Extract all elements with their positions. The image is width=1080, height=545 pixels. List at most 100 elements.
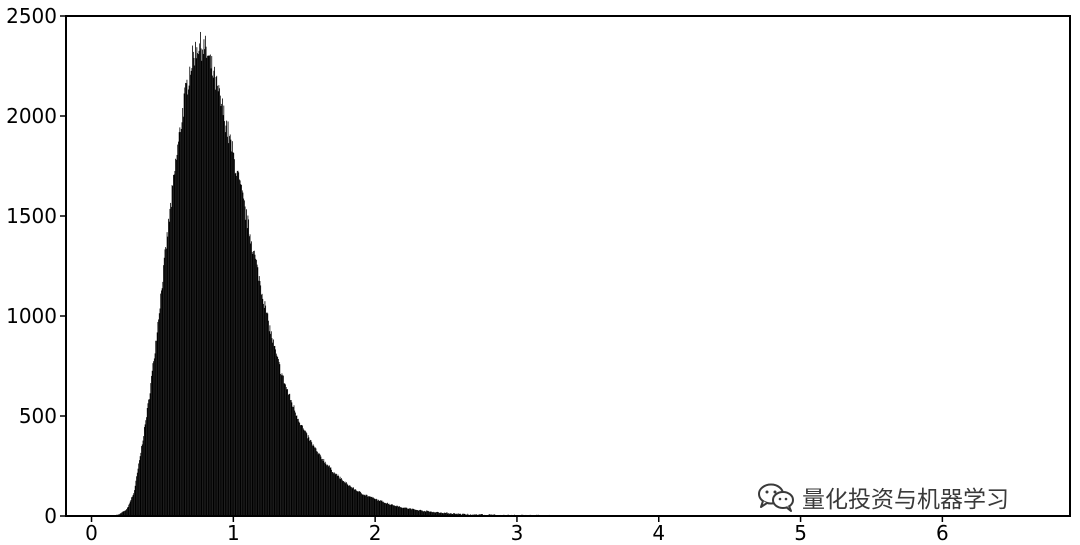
histogram-bar [330,467,332,516]
histogram-bar [302,425,303,516]
histogram-bar [173,174,175,517]
histogram-bar [149,393,151,516]
histogram-bar [182,116,184,516]
histogram-bar [409,508,410,516]
histogram-bar [132,494,134,516]
histogram-bar [146,417,147,516]
histogram-bar [438,512,440,516]
histogram-bar [277,357,279,516]
histogram-bar [429,511,431,516]
histogram-bar [317,451,318,516]
wechat-icon [758,483,794,512]
histogram-bar [212,75,213,516]
x-tick-label: 0 [85,521,98,545]
histogram-bar [385,502,386,516]
histogram-bar [430,511,432,516]
histogram-bar [381,500,383,516]
histogram-bar [321,459,323,516]
histogram-bar [173,175,174,516]
watermark: 量化投资与机器学习 [756,481,1009,513]
histogram-bar [239,179,240,516]
histogram-bar [375,498,377,516]
histogram-bar [349,485,351,516]
histogram-bar [124,510,126,516]
histogram-bar [266,312,268,516]
histogram-bar [446,512,448,516]
histogram-bar [334,472,335,516]
histogram-bar [153,358,155,516]
histogram-bar [314,447,315,516]
histogram-bar [228,143,230,516]
histogram-bar [224,132,226,516]
histogram-bar [226,136,228,517]
histogram-bar [303,429,305,516]
histogram-bar [190,74,191,516]
histogram-bar [264,301,266,516]
histogram-bar [175,159,177,516]
y-tick-label: 500 [19,404,57,428]
histogram-bar [380,500,381,516]
histogram-bar [127,506,129,516]
histogram-bar [295,412,296,516]
histogram-bar [404,507,406,516]
histogram-bar [396,505,398,516]
histogram-bar [201,60,203,517]
histogram-bar [350,486,352,516]
histogram-bar [360,492,362,516]
histogram-bar [275,349,276,516]
histogram-bar [242,192,244,516]
histogram-bar [331,469,332,516]
histogram-bar [307,435,309,516]
y-axis: 0 500 1000 1500 2000 2500 [6,4,66,528]
histogram-bar [354,489,356,516]
histogram-bar [253,251,254,517]
histogram-bar [288,394,290,516]
histogram-bar [227,121,229,516]
histogram-bar [258,276,260,516]
histogram-bar [342,481,344,516]
histogram-bar [398,506,400,516]
histogram-bar [375,499,376,516]
histogram-bar [267,313,269,516]
histogram-bar [182,108,184,517]
histogram-bar [456,513,458,516]
histogram-bar [369,496,371,516]
histogram-bar [238,172,240,517]
histogram-bar [379,500,381,516]
histogram-bar [191,68,193,516]
histogram-bar [312,444,314,516]
histogram-bar [180,128,182,516]
histogram-bar [190,70,192,516]
histogram-bar [245,219,247,516]
histogram-bar [324,462,325,516]
histogram-bar [258,280,259,516]
histogram-bar [129,503,130,516]
histogram-bar [343,481,345,516]
histogram-bar [265,312,267,516]
histogram-bar [348,485,349,516]
histogram-bar [164,249,166,517]
histogram-bar [333,473,335,516]
histogram-bar [214,89,216,517]
histogram-bar [220,105,222,516]
histogram-bar [397,505,398,516]
histogram-bar [234,173,236,516]
histogram-bar [251,241,252,516]
histogram-bar [352,487,354,516]
histogram-bar [338,475,340,516]
histogram-bar [378,500,380,516]
histogram-bar [307,438,308,516]
histogram-bar [343,482,345,516]
histogram-bar [162,281,164,516]
histogram-bar [161,290,162,516]
histogram-bar [446,512,447,516]
histogram-bar [366,494,368,516]
histogram-bar [142,440,144,516]
histogram-bar [341,478,342,516]
histogram-bar [289,393,291,516]
histogram-bar [224,121,225,516]
histogram-bar [297,419,298,516]
histogram-bar [240,184,242,516]
histogram-bar [178,141,179,516]
histogram-bar [188,85,190,516]
